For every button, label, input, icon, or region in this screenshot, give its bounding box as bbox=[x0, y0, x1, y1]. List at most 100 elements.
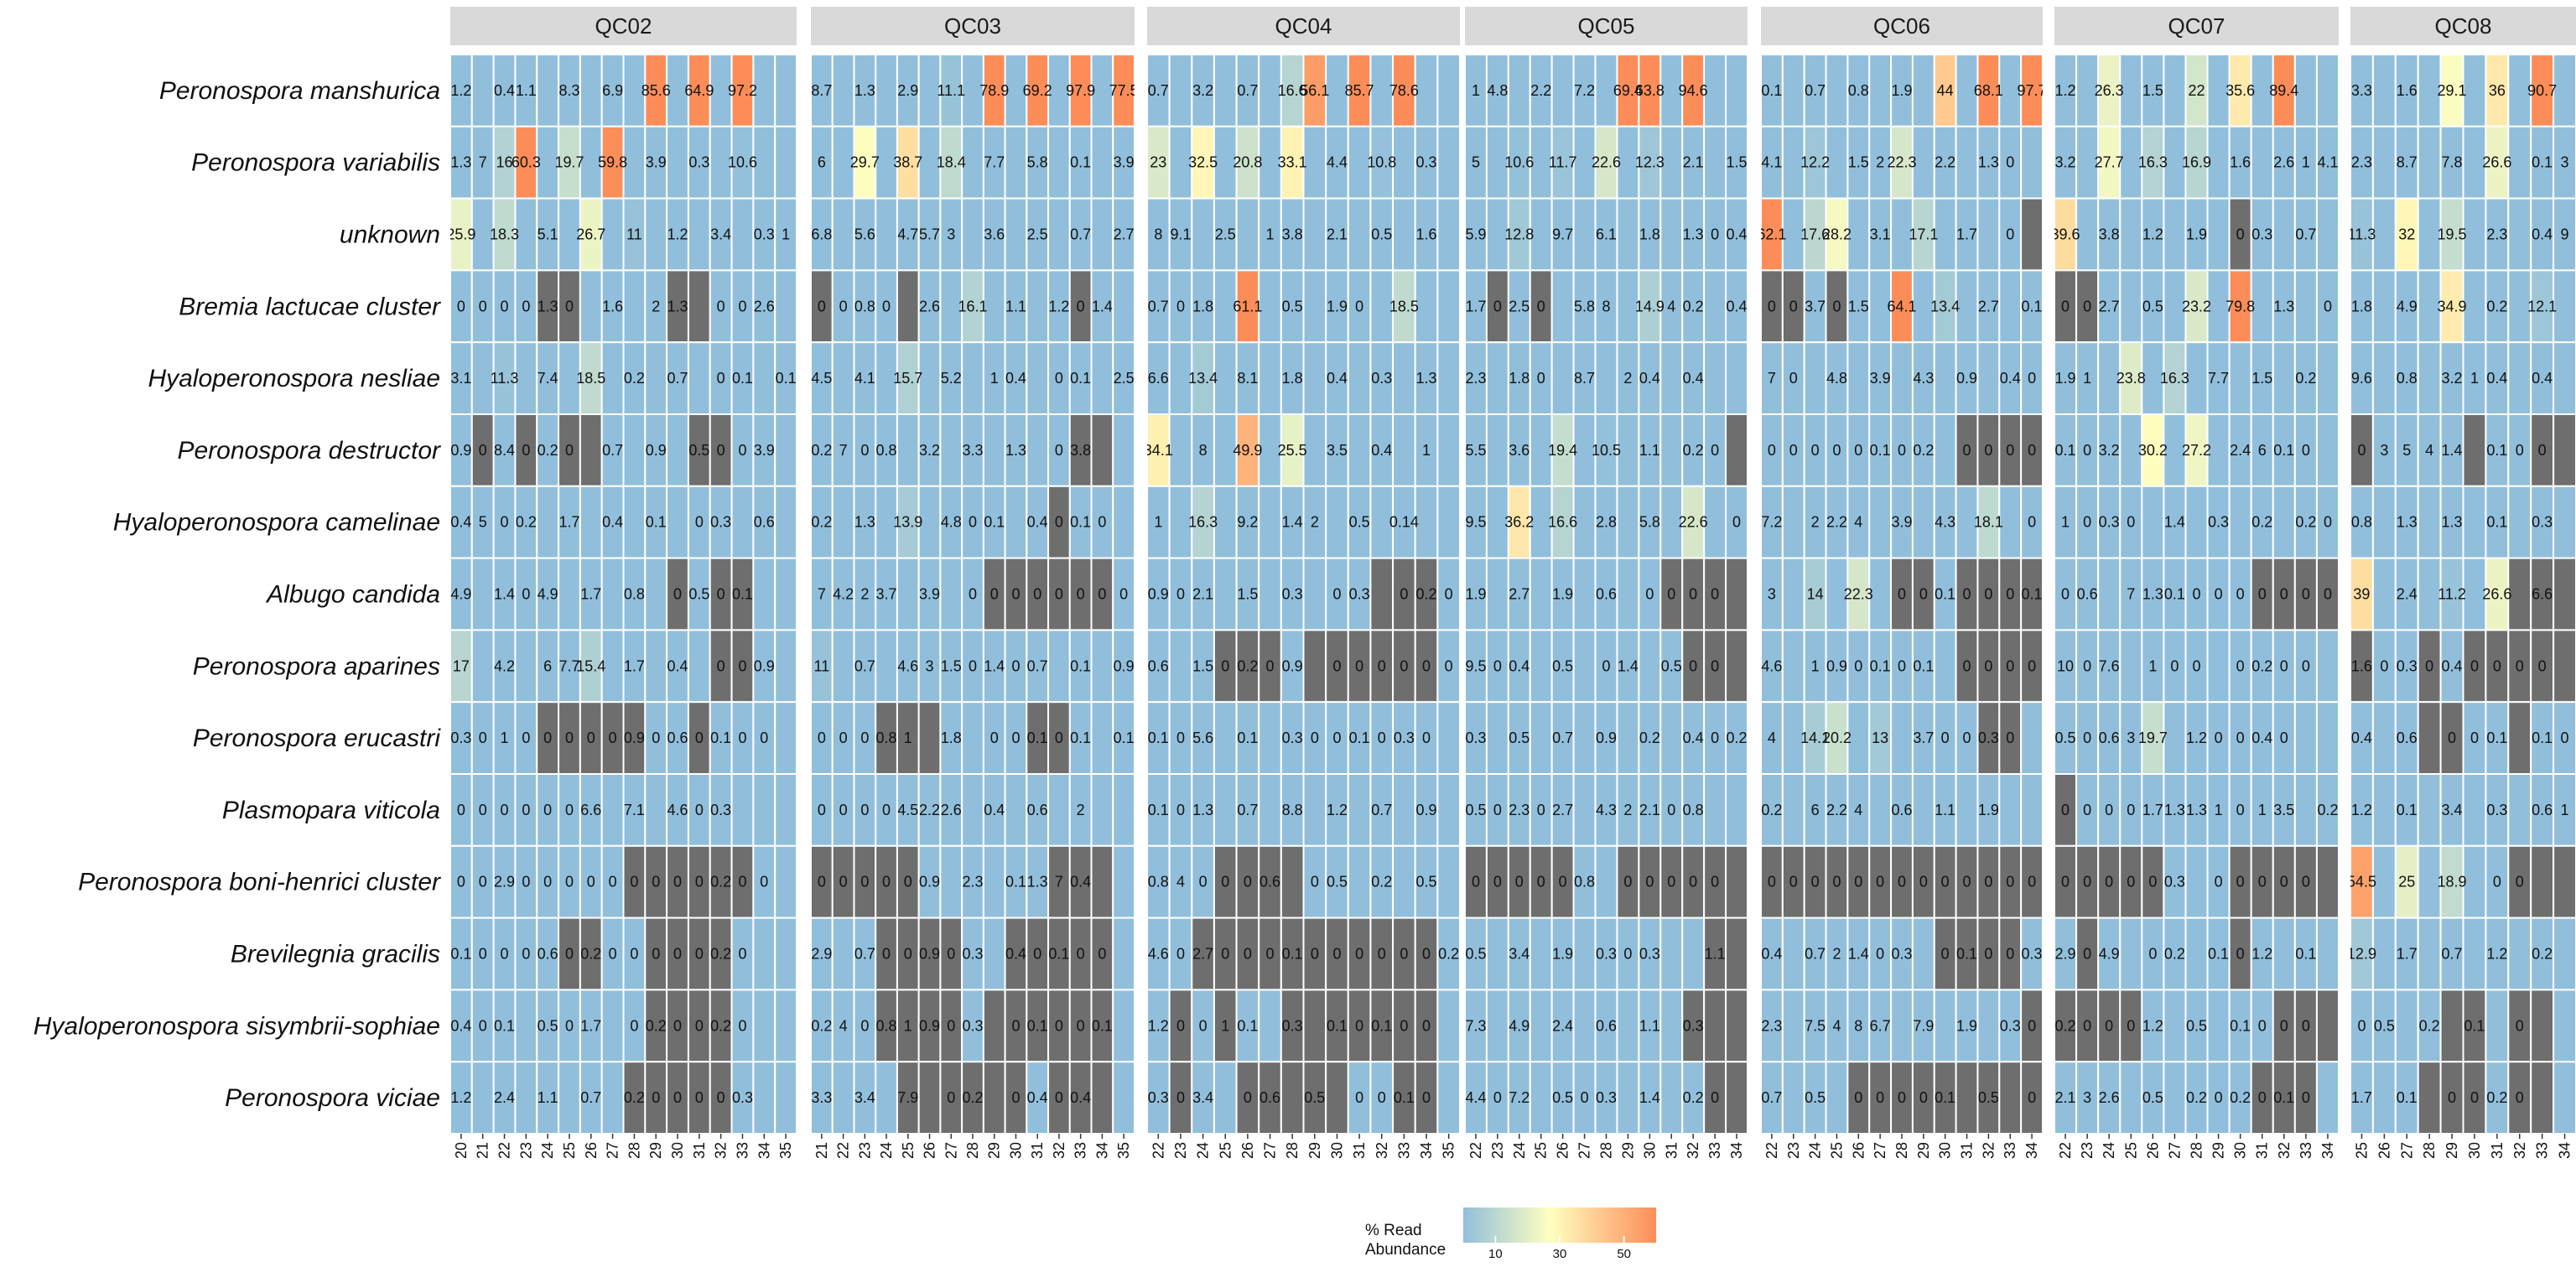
heatmap-cell bbox=[1846, 485, 1871, 559]
cell-value-label: 0 bbox=[2324, 586, 2332, 603]
heatmap-cell bbox=[1485, 989, 1509, 1063]
heatmap-cell bbox=[1280, 629, 1305, 704]
x-tick-label: 25 bbox=[1533, 1142, 1550, 1159]
heatmap-cell bbox=[1090, 54, 1114, 127]
heatmap-cell bbox=[1572, 125, 1597, 200]
x-tick-label: 31 bbox=[2254, 1142, 2271, 1159]
cell-value-label: 0.1 bbox=[2532, 154, 2553, 171]
heatmap-cell bbox=[1976, 629, 2001, 704]
heatmap-cell bbox=[1325, 1061, 1349, 1135]
heatmap-cell bbox=[875, 701, 898, 776]
cell-value-label: 8.7 bbox=[811, 82, 832, 99]
cell-value-label: 0 bbox=[609, 730, 617, 746]
heatmap-cell bbox=[1529, 413, 1553, 487]
heatmap-cell bbox=[896, 413, 920, 487]
heatmap-cell bbox=[1890, 485, 1914, 559]
row-label: Peronospora erucastri bbox=[193, 724, 441, 752]
cell-value-label: 0.3 bbox=[1371, 370, 1392, 387]
heatmap-cell bbox=[1803, 773, 1827, 847]
heatmap-cell bbox=[1911, 917, 1935, 991]
heatmap-cell bbox=[1191, 701, 1215, 776]
cell-value-label: 8 bbox=[1602, 298, 1610, 314]
cell-value-label: 7.5 bbox=[1805, 1017, 1826, 1034]
cell-value-label: 20.2 bbox=[1822, 730, 1852, 746]
heatmap-cell bbox=[1436, 197, 1460, 272]
heatmap-cell bbox=[831, 844, 855, 919]
cell-value-label: 0 bbox=[1711, 1089, 1719, 1106]
cell-value-label: 1.8 bbox=[1282, 370, 1303, 387]
heatmap-cell bbox=[2119, 917, 2143, 991]
cell-value-label: 7.9 bbox=[1913, 1017, 1934, 1034]
cell-value-label: 0.2 bbox=[2055, 1017, 2076, 1034]
cell-value-label: 1.1 bbox=[1639, 442, 1660, 459]
heatmap-cell bbox=[1047, 701, 1071, 776]
cell-value-label: 0 bbox=[1645, 874, 1654, 891]
cell-value-label: 0 bbox=[479, 730, 487, 746]
x-tick-label: 30 bbox=[1937, 1142, 1954, 1159]
cell-value-label: 1.9 bbox=[1956, 1017, 1977, 1034]
heatmap-cell bbox=[622, 917, 647, 991]
heatmap-cell bbox=[1068, 701, 1093, 776]
cell-value-label: 0 bbox=[2493, 657, 2501, 674]
cell-value-label: 0.1 bbox=[1148, 730, 1169, 746]
cell-value-label: 0.6 bbox=[1027, 802, 1048, 818]
cell-value-label: 0 bbox=[2083, 730, 2091, 746]
heatmap-cell bbox=[1258, 701, 1282, 776]
heatmap-cell bbox=[2530, 917, 2555, 991]
heatmap-cell bbox=[622, 701, 647, 776]
cell-value-label: 0.1 bbox=[1070, 154, 1091, 171]
x-tick-label: 28 bbox=[2189, 1142, 2205, 1159]
heatmap-cell bbox=[752, 629, 776, 704]
cell-value-label: 2.1 bbox=[1192, 586, 1213, 603]
facet-strip bbox=[450, 7, 797, 45]
cell-value-label: 78.6 bbox=[1389, 82, 1419, 99]
heatmap-cell bbox=[1825, 989, 1849, 1063]
cell-value-label: 0 bbox=[1732, 514, 1741, 531]
heatmap-cell bbox=[917, 917, 942, 991]
heatmap-cell bbox=[1550, 629, 1575, 704]
heatmap-cell bbox=[1933, 557, 1957, 631]
heatmap-cell bbox=[982, 844, 1006, 919]
cell-value-label: 1.3 bbox=[2142, 586, 2163, 603]
x-tick-label: 23 bbox=[2079, 1142, 2096, 1159]
heatmap-cell bbox=[687, 989, 711, 1063]
heatmap-cell bbox=[687, 341, 711, 416]
heatmap-cell bbox=[470, 701, 495, 776]
cell-value-label: 1 bbox=[1422, 442, 1431, 459]
heatmap-cell bbox=[1090, 844, 1114, 919]
cell-value-label: 2.9 bbox=[494, 874, 515, 891]
heatmap-cell bbox=[917, 844, 942, 919]
cell-value-label: 3.2 bbox=[1192, 82, 1213, 99]
heatmap-cell bbox=[2485, 269, 2510, 344]
heatmap-cell bbox=[2163, 269, 2187, 344]
cell-value-label: 1.4 bbox=[494, 586, 515, 603]
heatmap-cell bbox=[1235, 413, 1260, 487]
cell-value-label: 16.3 bbox=[1188, 514, 1218, 531]
heatmap-cell bbox=[1955, 629, 1979, 704]
cell-value-label: 2.7 bbox=[1552, 802, 1573, 818]
cell-value-label: 0.1 bbox=[1048, 946, 1069, 963]
cell-value-label: 0 bbox=[2215, 586, 2223, 603]
heatmap-cell bbox=[1280, 917, 1305, 991]
cell-value-label: 0 bbox=[990, 586, 999, 603]
heatmap-cell bbox=[1090, 197, 1114, 272]
heatmap-cell bbox=[875, 197, 898, 272]
cell-value-label: 8.1 bbox=[1237, 370, 1258, 387]
x-tick-label: 28 bbox=[1598, 1142, 1615, 1159]
cell-value-label: 8 bbox=[1854, 1017, 1862, 1034]
heatmap-cell bbox=[1392, 341, 1416, 416]
cell-value-label: 0 bbox=[522, 946, 530, 963]
cell-value-label: 0.8 bbox=[2351, 514, 2372, 531]
heatmap-cell bbox=[1347, 844, 1372, 919]
cell-value-label: 10.8 bbox=[1367, 154, 1396, 171]
cell-value-label: 1.3 bbox=[1978, 154, 1999, 171]
cell-value-label: 0 bbox=[1055, 514, 1063, 531]
cell-value-label: 4.8 bbox=[1826, 370, 1847, 387]
heatmap-cell bbox=[982, 197, 1006, 272]
heatmap-cell bbox=[2250, 485, 2274, 559]
cell-value-label: 1.2 bbox=[2486, 946, 2507, 963]
heatmap-cell bbox=[1347, 773, 1372, 847]
cell-value-label: 0.1 bbox=[2230, 1017, 2251, 1034]
heatmap-cell bbox=[1846, 54, 1871, 127]
heatmap-cell bbox=[2054, 413, 2078, 487]
